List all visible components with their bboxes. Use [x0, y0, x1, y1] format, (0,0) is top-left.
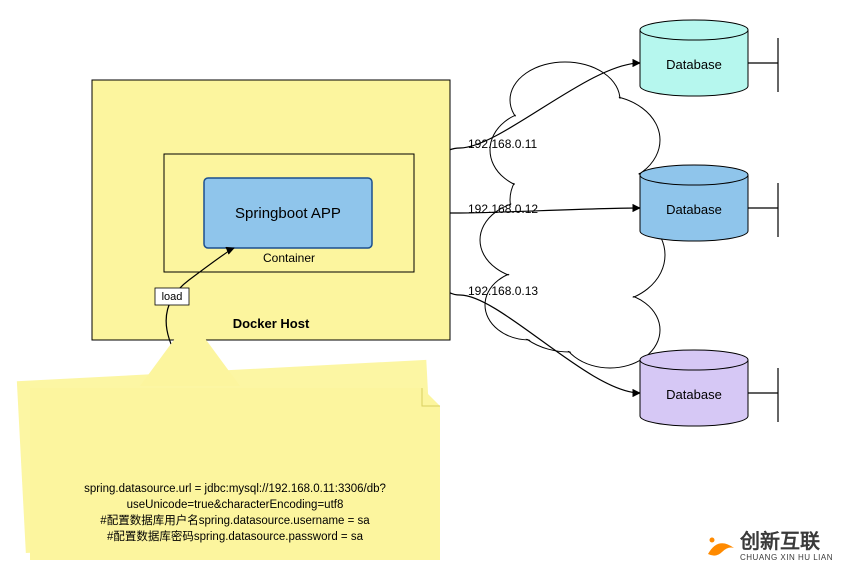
- database-label-1: Database: [666, 202, 722, 217]
- config-line-3: #配置数据库密码spring.datasource.password = sa: [107, 529, 364, 543]
- ip-label-0: 192.168.0.11: [468, 137, 538, 151]
- docker-host-label: Docker Host: [233, 316, 310, 331]
- container-label: Container: [263, 251, 315, 265]
- load-label: load: [162, 291, 183, 303]
- config-line-1: useUnicode=true&characterEncoding=utf8: [127, 499, 344, 511]
- config-sheet: spring.datasource.url = jdbc:mysql://192…: [17, 318, 440, 560]
- database-label-0: Database: [666, 57, 722, 72]
- springboot-app-label: Springboot APP: [235, 205, 341, 222]
- diagram-canvas: Docker Host Container Springboot APP load Da…: [0, 0, 860, 578]
- database-cylinder-1: Database: [640, 165, 748, 241]
- config-line-2: #配置数据库用户名spring.datasource.username = sa: [100, 513, 370, 527]
- logo-en-text: CHUANG XIN HU LIAN: [740, 553, 833, 562]
- database-cylinder-0: Database: [640, 20, 748, 96]
- brand-logo: 创新互联CHUANG XIN HU LIAN: [708, 529, 833, 562]
- database-label-2: Database: [666, 387, 722, 402]
- ip-label-1: 192.168.0.12: [468, 202, 538, 216]
- config-line-0: spring.datasource.url = jdbc:mysql://192…: [84, 483, 386, 495]
- ip-label-2: 192.168.0.13: [468, 284, 538, 298]
- logo-cn-text: 创新互联: [739, 529, 820, 553]
- database-cylinder-2: Database: [640, 350, 748, 426]
